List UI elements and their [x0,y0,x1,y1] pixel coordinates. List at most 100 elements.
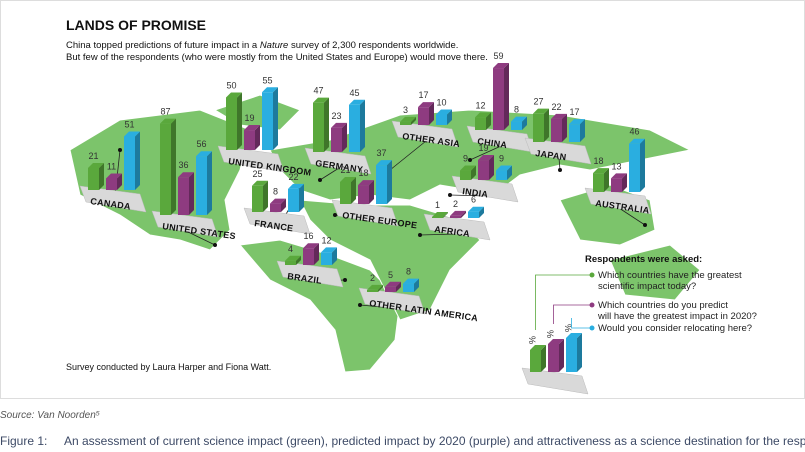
value-label: 59 [493,51,503,61]
bar-top [385,281,401,287]
bar-front [475,117,486,130]
leader-dot [468,158,472,162]
bar-front [493,68,504,130]
bar-side [559,339,564,372]
bar-top [252,180,268,186]
bar [533,108,549,142]
bar-front [418,107,429,125]
bar-top [313,97,329,103]
bar [403,278,419,292]
bar [321,247,337,265]
bar-front [551,118,562,142]
bar [226,92,242,150]
platform [217,145,285,173]
bar-front [196,156,207,215]
bar [288,183,304,212]
bar [88,162,104,190]
bar [478,155,494,180]
leader-dot [558,168,562,172]
bar [285,255,301,265]
bar-top [226,92,242,98]
bar-side [281,198,286,212]
bar [593,168,609,192]
legend-line [553,304,592,324]
bar-front [450,215,461,218]
legend-unit: % [528,336,538,344]
platform [243,207,311,235]
bar-side [507,165,512,180]
bar-side [296,255,301,265]
leader-dot [358,303,362,307]
bar-front [436,114,447,125]
bar [468,206,484,218]
bar-side [360,99,365,152]
bar-front [569,124,580,142]
value-label: 8 [273,187,278,197]
bar-top [160,118,176,124]
leader-dot [213,243,217,247]
subtitle-part: Nature [260,40,289,51]
bar [566,333,582,372]
value-label: 45 [349,88,359,98]
bar-top [418,102,434,108]
bar [418,102,434,125]
bar-side [299,183,304,212]
bar [340,176,356,204]
subtitle-part: But few of the respondents (who were mos… [66,52,488,63]
bar-front [349,104,360,152]
bar-top [285,255,301,261]
bar-side [263,180,268,212]
bar-side [489,155,494,180]
subtitle-part: survey of 2,300 respondents worldwide. [288,40,458,51]
bar [432,211,448,218]
value-label: 11 [107,161,116,171]
bar-side [332,247,337,265]
bar-top [432,211,448,217]
bar-front [124,136,135,190]
bar-top [88,162,104,168]
caption-text: An assessment of current science impact … [64,434,805,448]
bar-side [443,211,448,218]
bar-front [400,121,411,125]
platform [423,213,491,241]
value-label: 2 [453,199,458,209]
bar [530,345,546,372]
bar-top [530,345,546,350]
bar-top [400,116,416,122]
legend-entry: Which countries do you predict will have … [597,300,757,322]
bar-top [349,99,365,105]
bar [511,116,527,130]
bar-top [569,119,585,125]
bar [331,122,347,152]
credit: Survey conducted by Laura Harper and Fio… [66,362,271,372]
bar-top [321,247,337,253]
category-label: CHINA [477,136,508,150]
leader-line [419,233,459,236]
bar-side [544,108,549,142]
bar-side [414,278,419,292]
leader-dot [318,178,322,182]
leader-line [469,145,502,161]
bar-front [270,203,281,212]
bar-front [468,211,479,218]
bar-side [640,138,645,192]
leader-dot [418,233,422,237]
legend-entry: Which countries have the greatest scienti… [598,270,742,292]
bar-front [376,165,387,204]
platform [276,260,344,288]
bar-front [303,248,314,265]
value-label: 16 [303,231,313,241]
bar-front [478,160,489,180]
legend-dot [589,325,595,331]
bar [376,160,392,204]
legend-entry-line: Which countries do you predict [598,300,728,311]
bar-front [321,252,332,265]
bar [303,243,319,265]
category-label: BRAZIL [287,271,323,286]
value-label: 3 [403,105,408,115]
bar [244,125,260,150]
bar-side [541,345,546,372]
bar-top [511,116,527,122]
legend-unit: % [564,324,574,332]
platform [331,199,399,227]
